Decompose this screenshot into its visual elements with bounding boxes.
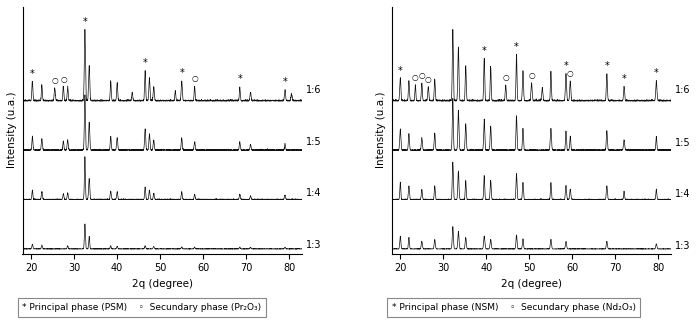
Y-axis label: Intensity (u.a.): Intensity (u.a.) [7, 92, 17, 168]
Text: *: * [143, 58, 148, 68]
Text: *: * [30, 69, 35, 79]
X-axis label: 2q (degree): 2q (degree) [132, 279, 193, 289]
Text: ○: ○ [52, 76, 58, 85]
Text: *: * [179, 68, 184, 78]
Text: *: * [514, 42, 519, 52]
Text: *: * [238, 74, 242, 84]
Text: 1:6: 1:6 [306, 85, 321, 95]
Text: ○: ○ [567, 69, 574, 78]
Text: 1:6: 1:6 [675, 85, 690, 95]
Text: 1:3: 1:3 [675, 240, 690, 251]
Text: * Principal phase (NSM)    ◦  Secundary phase (Nd₂O₃): * Principal phase (NSM) ◦ Secundary phas… [392, 303, 636, 312]
Text: *: * [398, 66, 403, 76]
X-axis label: 2q (degree): 2q (degree) [501, 279, 562, 289]
Text: *: * [622, 73, 627, 84]
Text: ○: ○ [412, 73, 419, 82]
Text: 1:5: 1:5 [306, 137, 321, 147]
Text: ○: ○ [418, 71, 425, 80]
Text: *: * [82, 17, 87, 27]
Text: 1:3: 1:3 [306, 240, 321, 250]
Text: 1:4: 1:4 [306, 188, 321, 198]
Text: *: * [604, 61, 609, 71]
Text: 1:4: 1:4 [675, 189, 690, 199]
Y-axis label: Intensity (u.a.): Intensity (u.a.) [376, 92, 386, 168]
Text: ○: ○ [60, 75, 67, 84]
Text: *: * [564, 61, 568, 72]
Text: *: * [482, 46, 487, 56]
Text: ○: ○ [425, 75, 431, 84]
Text: 1:5: 1:5 [675, 137, 691, 148]
Text: *: * [654, 68, 659, 78]
Text: * Principal phase (PSM)    ◦  Secundary phase (Pr₂O₃): * Principal phase (PSM) ◦ Secundary phas… [22, 303, 261, 312]
Text: ○: ○ [528, 71, 535, 80]
Text: ○: ○ [191, 74, 198, 84]
Text: *: * [282, 77, 287, 87]
Text: ○: ○ [503, 73, 509, 82]
